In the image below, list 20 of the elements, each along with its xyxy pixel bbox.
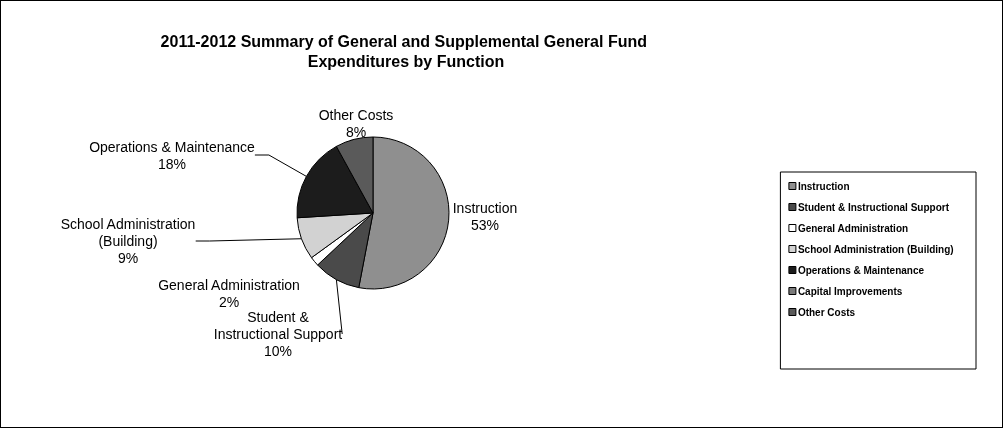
- legend-label: Other Costs: [797, 306, 856, 318]
- slice-label: General Administration: [158, 276, 300, 293]
- data-label: 10%: [263, 343, 293, 359]
- legend-label: Capital Improvements: [797, 285, 903, 297]
- legend-label: Instruction: [797, 180, 850, 192]
- slice-label: School Administration (Building): [60, 216, 196, 249]
- legend-label: Student & Instructional Support: [797, 201, 950, 213]
- legend-label: School Administration (Building): [797, 243, 954, 255]
- slice-label: Other Costs: [318, 106, 394, 123]
- data-label: 9%: [117, 250, 139, 266]
- chart-title: 2011-2012 Summary of General and Supplemental General Fund Expenditures by Function: [160, 32, 652, 70]
- slice-label: Instruction: [452, 199, 518, 216]
- legend-label: General Administration: [797, 222, 909, 234]
- slice-label: Operations & Maintenance: [89, 138, 256, 155]
- data-label: 53%: [470, 216, 500, 233]
- slice-label: Student & Instructional Support: [213, 309, 343, 342]
- data-label: 18%: [157, 155, 187, 172]
- legend-label: Operations & Maintenance: [797, 264, 925, 276]
- data-label: 2%: [218, 293, 240, 310]
- data-label: 8%: [345, 123, 367, 140]
